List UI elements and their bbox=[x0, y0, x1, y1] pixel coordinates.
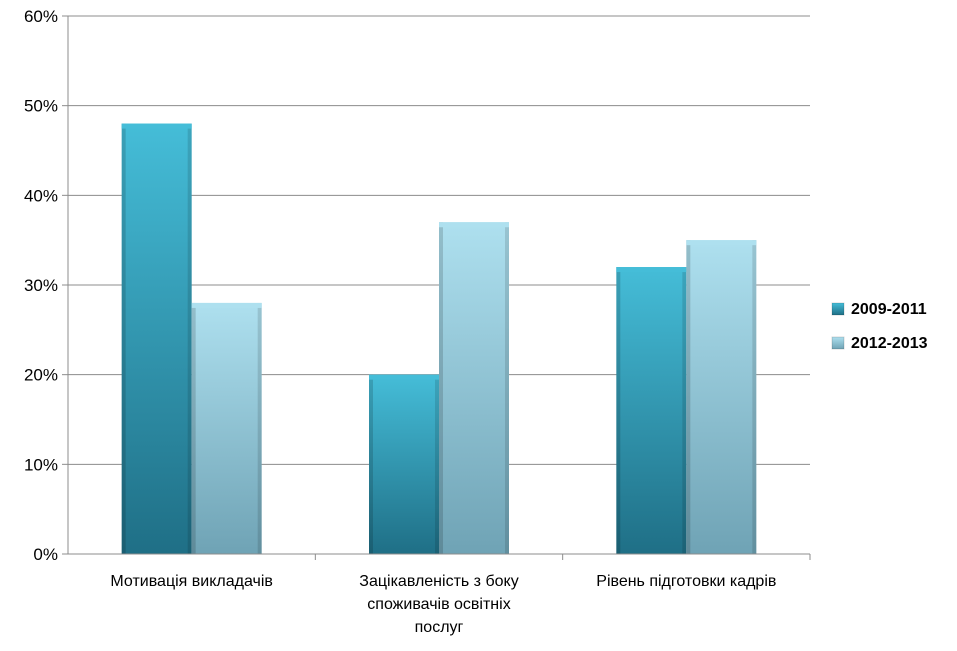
bar-2012-2013-1 bbox=[439, 222, 509, 554]
legend-swatch bbox=[831, 302, 845, 316]
legend-label: 2012-2013 bbox=[851, 335, 928, 352]
bar-2012-2013-2 bbox=[686, 240, 757, 554]
bar-edge bbox=[191, 302, 196, 554]
bar-edge bbox=[439, 222, 443, 554]
bar-edge bbox=[752, 240, 757, 554]
bars bbox=[121, 123, 757, 554]
legend-swatch bbox=[831, 336, 845, 350]
bar-2009-2011-0 bbox=[121, 123, 192, 554]
legend-label: 2009-2011 bbox=[851, 301, 927, 318]
x-category-label: послуг bbox=[415, 619, 464, 636]
legend: 2009-2011 2012-2013 bbox=[831, 301, 928, 352]
y-tick-label: 60% bbox=[24, 7, 58, 26]
bar-edge bbox=[369, 374, 373, 554]
bar-edge bbox=[616, 267, 621, 554]
y-tick-labels: 0% 10% 20% 30% 40% 50% 60% bbox=[24, 7, 58, 564]
x-category-label: Зацікавленість з боку bbox=[359, 573, 518, 590]
bar-edge bbox=[257, 302, 262, 554]
x-category-labels: Мотивація викладачів Зацікавленість з бок… bbox=[110, 573, 776, 636]
bar-top bbox=[369, 374, 439, 380]
bar-edge bbox=[682, 267, 687, 554]
x-category-label: споживачів освітніх bbox=[367, 596, 510, 613]
bar-top bbox=[191, 302, 262, 308]
y-tick-label: 50% bbox=[24, 97, 58, 116]
y-tick-label: 40% bbox=[24, 186, 58, 205]
y-tick-label: 10% bbox=[24, 455, 58, 474]
bar-edge bbox=[121, 123, 126, 554]
axes bbox=[67, 16, 811, 560]
x-category-label: Рівень підготовки кадрів bbox=[596, 573, 776, 590]
bar-2009-2011-1 bbox=[369, 374, 439, 554]
y-tick-label: 0% bbox=[33, 545, 58, 564]
y-tick-label: 30% bbox=[24, 276, 58, 295]
bar-2009-2011-2 bbox=[616, 267, 687, 554]
bar-edge bbox=[435, 374, 439, 554]
x-category-label: Мотивація викладачів bbox=[110, 573, 273, 590]
bar-top bbox=[686, 240, 757, 246]
y-tick-label: 20% bbox=[24, 366, 58, 385]
bar-edge bbox=[187, 123, 192, 554]
bar-edge bbox=[505, 222, 509, 554]
bar-edge bbox=[686, 240, 691, 554]
bar-top bbox=[439, 222, 509, 228]
bar-top bbox=[616, 267, 687, 273]
bar-2012-2013-0 bbox=[191, 302, 262, 554]
bar-top bbox=[121, 123, 192, 129]
